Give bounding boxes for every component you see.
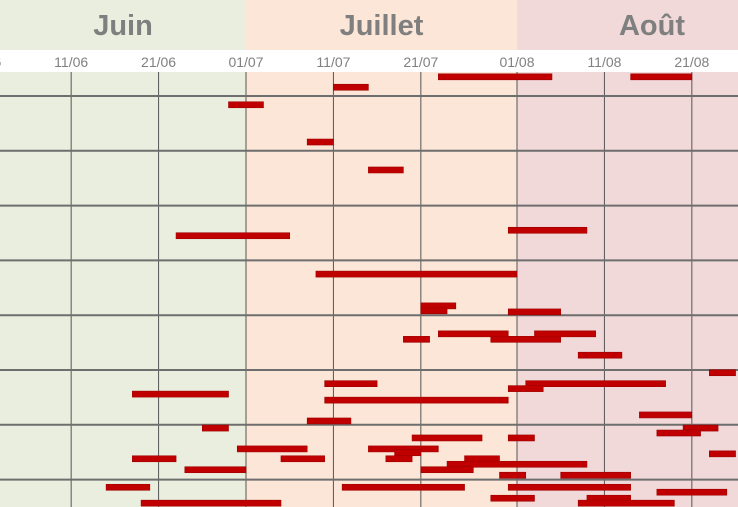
task-bar [411, 434, 483, 442]
x-tick-label: 21/07 [403, 54, 438, 70]
gridlines [0, 72, 738, 507]
task-bar [438, 73, 553, 81]
task-bar [507, 434, 535, 442]
task-bar [534, 330, 596, 338]
task-bar [709, 369, 736, 377]
month-title: Juillet [340, 10, 424, 42]
task-bar [368, 166, 404, 174]
task-bar [132, 455, 177, 463]
task-bar [656, 488, 728, 496]
task-bar [656, 429, 701, 437]
task-bar [333, 83, 369, 91]
task-bar [464, 455, 500, 463]
task-bar [499, 471, 527, 479]
task-bar [324, 380, 378, 388]
month-background-1 [246, 0, 518, 507]
task-bar [201, 424, 229, 432]
task-bar [315, 270, 518, 278]
task-bar [490, 336, 562, 343]
task-bars [105, 73, 736, 507]
date-axis-strip [0, 50, 738, 72]
task-bar [639, 411, 693, 419]
x-tick-label: 01/08 [499, 54, 534, 70]
task-bar [306, 417, 352, 425]
x-tick-label: 11/06 [54, 54, 88, 70]
task-bar [709, 450, 736, 458]
task-bar [394, 449, 422, 457]
task-bar [507, 226, 588, 234]
task-bar [132, 390, 229, 398]
task-bar [420, 307, 448, 315]
task-bar [507, 385, 544, 392]
task-bar [184, 466, 247, 474]
x-tick-label: 11/08 [587, 54, 621, 70]
task-bar [490, 494, 535, 502]
task-bar [507, 308, 562, 316]
month-titles: Juin Juillet Août [93, 10, 685, 42]
task-bar [236, 445, 308, 453]
month-background-2 [517, 0, 738, 507]
task-bar [560, 471, 631, 479]
date-axis: 01/06 11/06 21/06 01/07 11/07 21/07 01/08 11/08… [0, 54, 710, 70]
month-title: Août [619, 10, 685, 42]
task-bar [577, 499, 675, 507]
task-bar [228, 101, 264, 109]
x-tick-label: 21/06 [141, 54, 176, 70]
task-bar [105, 483, 151, 491]
task-bar [507, 483, 631, 491]
x-tick-label: 01/07 [228, 54, 263, 70]
x-tick-label: 21/08 [674, 54, 709, 70]
task-bar [385, 455, 413, 463]
task-bar [140, 499, 282, 507]
x-tick-label: 11/07 [316, 54, 350, 70]
task-bar [420, 466, 474, 474]
task-bar [306, 138, 334, 146]
task-bar [280, 455, 325, 463]
month-background-0 [0, 0, 246, 507]
task-bar [175, 232, 291, 240]
task-bar [446, 460, 588, 468]
task-bar [630, 73, 693, 81]
x-tick-label: 01/06 [0, 54, 1, 70]
task-bar [577, 351, 623, 359]
task-bar [403, 336, 430, 343]
month-title: Juin [93, 10, 153, 42]
task-bar [324, 396, 509, 404]
task-bar [341, 483, 465, 491]
task-bar [438, 330, 509, 338]
task-bar [525, 380, 666, 388]
